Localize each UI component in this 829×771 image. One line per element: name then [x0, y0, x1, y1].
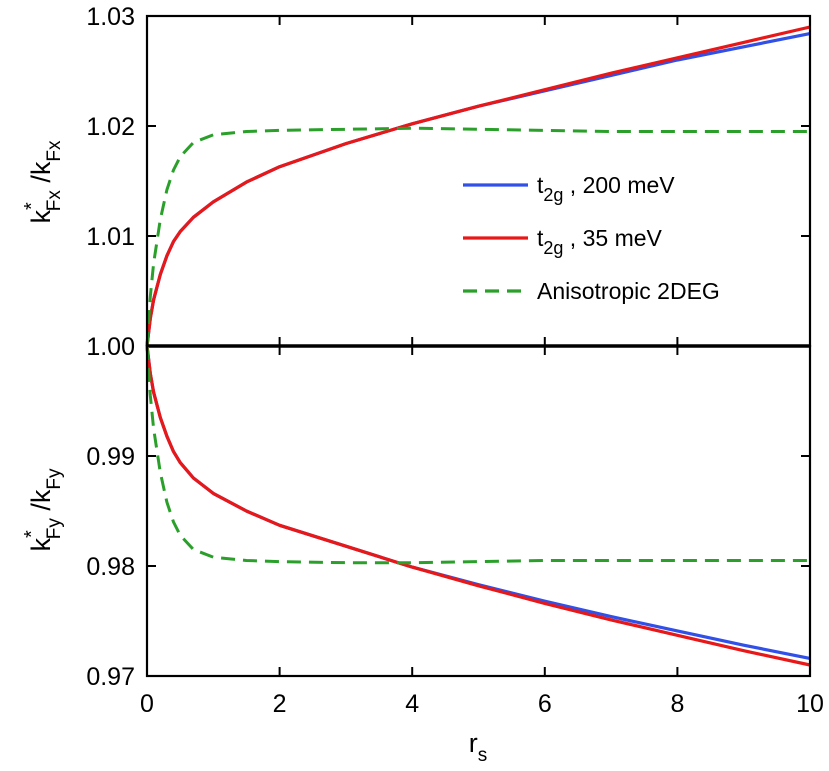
legend-label-t2g_200: t2g , 200 meV — [537, 172, 675, 205]
legend-label-t2g_35: t2g , 35 meV — [537, 225, 663, 258]
bottom-y-tick-label: 0.99 — [86, 443, 135, 471]
bottom-plot-border — [145, 344, 812, 678]
x-tick-label: 10 — [796, 690, 824, 718]
bottom-y-tick-label: 0.97 — [86, 663, 135, 691]
bottom-series-t2g_200 — [145, 345, 811, 660]
top-y-tick-label: 1.00 — [86, 333, 135, 361]
bottom-series-aniso — [145, 345, 810, 565]
legend-label-aniso: Anisotropic 2DEG — [537, 278, 720, 304]
x-tick-label: 6 — [538, 690, 552, 718]
top-panel-series — [145, 25, 811, 347]
top-y-axis-title: k*Fx /kFx — [21, 140, 65, 224]
bottom-y-tick-label: 0.98 — [86, 553, 135, 581]
top-y-tick-label: 1.01 — [86, 223, 135, 251]
top-series-aniso — [145, 126, 810, 347]
x-tick-label: 2 — [273, 690, 287, 718]
x-axis-title: rs — [469, 728, 488, 766]
top-panel: 1.00 1.01 1.02 1.03 k*Fx /kFx — [21, 3, 812, 361]
bottom-series-t2g_35 — [145, 345, 811, 667]
top-y-tick-label: 1.02 — [86, 113, 135, 141]
legend: t2g , 200 meV t2g , 35 meV Anisotropic 2DE… — [463, 172, 720, 304]
x-tick-label: 0 — [140, 690, 154, 718]
bottom-panel-y-ticks: 0.97 0.98 0.99 — [86, 443, 810, 691]
x-axis-ticks: 0 2 4 6 8 10 — [140, 16, 824, 718]
x-tick-label: 8 — [670, 690, 684, 718]
bottom-panel: 0.97 0.98 0.99 k*Fy /kFy — [21, 344, 812, 691]
x-tick-label: 4 — [405, 690, 419, 718]
bottom-panel-series — [145, 345, 811, 667]
top-series-t2g_35 — [145, 25, 811, 347]
top-y-tick-label: 1.03 — [86, 3, 135, 31]
bottom-y-axis-title: k*Fy /kFy — [21, 468, 65, 552]
top-panel-y-ticks: 1.00 1.01 1.02 1.03 — [86, 3, 810, 361]
bottom-panel-frame — [145, 344, 812, 678]
